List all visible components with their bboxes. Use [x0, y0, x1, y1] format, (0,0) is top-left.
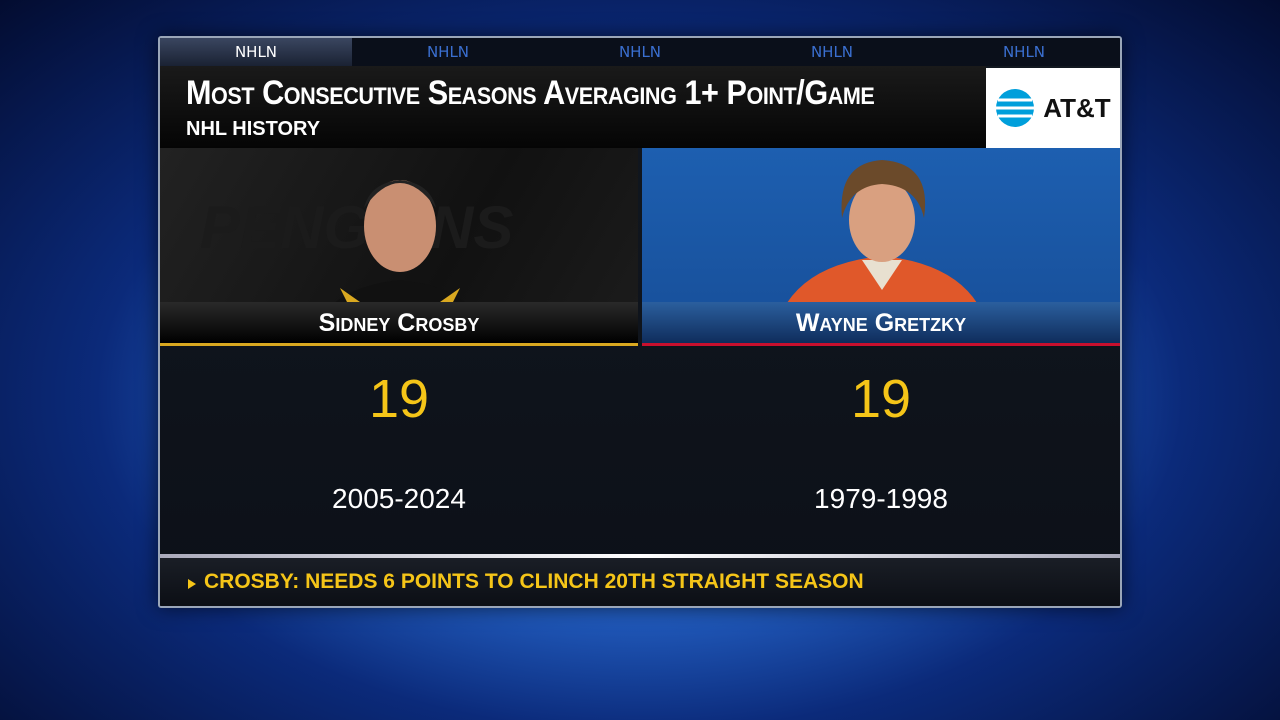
stat-years: 2005-2024: [332, 483, 466, 514]
network-tab: NHLN: [426, 43, 470, 61]
network-tab: NHLN: [160, 38, 352, 66]
title-bar: Most Consecutive Seasons Averaging 1+ Po…: [160, 66, 986, 148]
player-name: Sidney Crosby: [160, 302, 638, 346]
network-tabs: NHLN NHLN NHLN NHLN NHLN: [160, 38, 1120, 66]
stat-value: 19: [368, 369, 430, 429]
network-tab: NHLN: [1002, 43, 1046, 61]
subtitle: NHL HISTORY: [186, 118, 321, 140]
player-name: Wayne Gretzky: [642, 302, 1120, 346]
sponsor-logo: AT&T: [986, 68, 1120, 148]
bullet-arrow: [188, 579, 196, 589]
divider: [160, 554, 1120, 558]
title: Most Consecutive Seasons Averaging 1+ Po…: [186, 74, 875, 112]
graphic-panel: NHLN NHLN NHLN NHLN NHLN Most Consecutive Se…: [158, 36, 1122, 608]
footer-note: CROSBY: NEEDS 6 POINTS TO CLINCH 20TH ST…: [204, 570, 864, 593]
network-tab: NHLN: [810, 43, 854, 61]
footer-bar: CROSBY: NEEDS 6 POINTS TO CLINCH 20TH ST…: [160, 558, 1120, 606]
stat-value: 19: [850, 369, 912, 429]
sponsor-name: AT&T: [1043, 92, 1111, 123]
globe-icon: [996, 89, 1035, 127]
stat-years: 1979-1998: [814, 483, 948, 514]
svg-text:PENGUINS: PENGUINS: [200, 194, 513, 261]
network-tab: NHLN: [618, 43, 662, 61]
